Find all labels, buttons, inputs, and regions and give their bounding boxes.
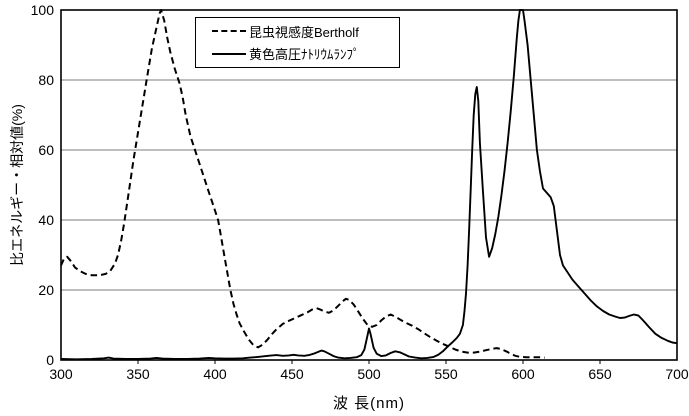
y-tick-label-40: 40	[38, 212, 54, 228]
gridlines	[61, 79, 677, 291]
y-tick-label-0: 0	[46, 352, 54, 368]
plot-border	[60, 9, 678, 361]
y-tick-label-100: 100	[31, 2, 55, 18]
y-tick-label-80: 80	[38, 72, 54, 88]
legend-label-bertholf: 昆虫視感度Bertholf	[249, 24, 359, 40]
x-tick-label-600: 600	[511, 366, 535, 382]
x-tick-label-500: 500	[357, 366, 381, 382]
dashed-line-sample-icon	[212, 30, 246, 33]
y-tick-label-60: 60	[38, 142, 54, 158]
x-tick-label-350: 350	[126, 366, 150, 382]
x-tick-label-550: 550	[434, 366, 458, 382]
y-tick-labels: 0 20 40 60 80 100	[31, 2, 55, 368]
y-tick-label-20: 20	[38, 282, 54, 298]
solid-line-sample-icon	[212, 52, 246, 55]
x-tick-label-450: 450	[280, 366, 304, 382]
y-axis-title: 比エネルギー・相対値(%)	[9, 104, 25, 266]
legend-item-bertholf: 昆虫視感度Bertholf	[212, 22, 399, 40]
legend-label-sodium-lamp: 黄色高圧ﾅﾄﾘｳﾑﾗﾝﾌﾟ	[249, 47, 360, 63]
data-series-curves	[60, 9, 678, 361]
x-tick-label-400: 400	[203, 366, 227, 382]
legend-item-sodium-lamp: 黄色高圧ﾅﾄﾘｳﾑﾗﾝﾌﾟ	[212, 45, 399, 63]
x-tick-label-300: 300	[49, 366, 73, 382]
x-tick-label-700: 700	[665, 366, 689, 382]
x-tick-label-650: 650	[588, 366, 612, 382]
curve-solid	[60, 9, 678, 361]
x-tick-labels: 300 350 400 450 500 550 600 650 700	[49, 366, 689, 382]
legend: 昆虫視感度Bertholf 黄色高圧ﾅﾄﾘｳﾑﾗﾝﾌﾟ	[195, 17, 400, 68]
x-axis-title: 波 長(nm)	[333, 395, 405, 412]
